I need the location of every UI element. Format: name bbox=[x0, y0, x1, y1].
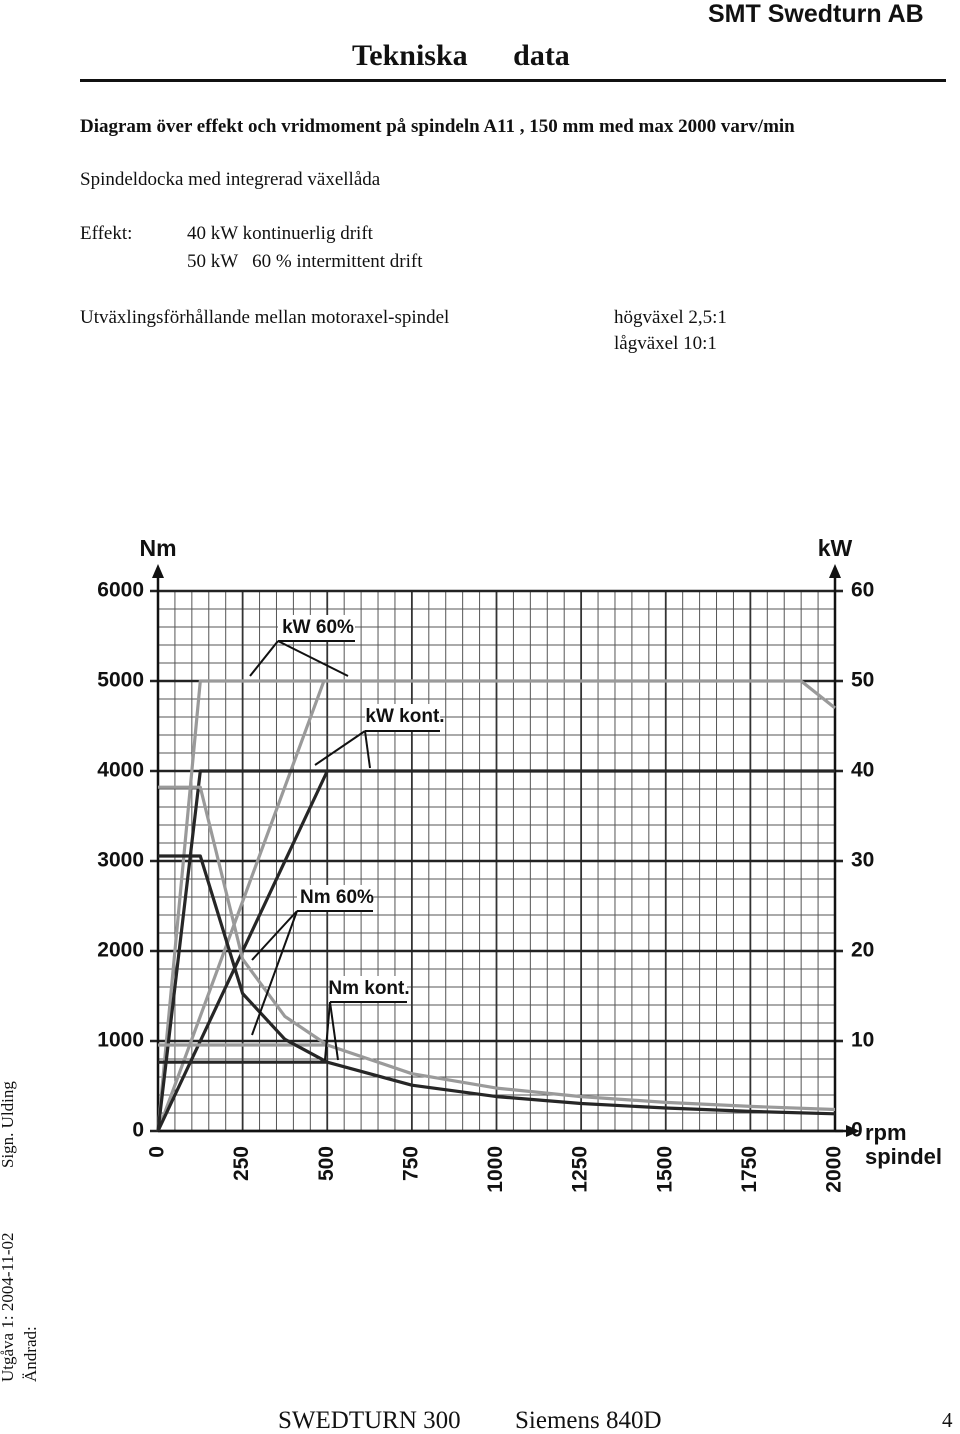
issue-date: Utgåva 1: 2004-11-02 bbox=[0, 1232, 17, 1382]
footer-model: SWEDTURN 300 bbox=[278, 1407, 461, 1434]
callout-leader bbox=[249, 640, 279, 677]
x-axis-label: rpm bbox=[865, 1120, 907, 1145]
callout-background bbox=[365, 704, 440, 730]
series-line bbox=[156, 679, 836, 1132]
ratio-line: lågväxel 10:1 bbox=[614, 333, 717, 354]
subtitle: Spindeldocka med integrerad växellåda bbox=[80, 169, 381, 190]
y2-tick-label: 60 bbox=[851, 579, 874, 602]
series-callout: kW 60% bbox=[249, 615, 355, 677]
y2-axis-arrow bbox=[829, 564, 841, 578]
header-rule bbox=[80, 79, 946, 82]
x-axis-label: spindel bbox=[865, 1144, 942, 1169]
callout-background bbox=[297, 885, 373, 911]
x-tick-label: 0 bbox=[146, 1146, 169, 1158]
signature: Sign. Ulding bbox=[0, 1081, 17, 1168]
effect-line: 40 kW kontinuerlig drift bbox=[187, 223, 373, 244]
callout-leader bbox=[277, 640, 349, 677]
y2-tick-label: 30 bbox=[851, 849, 874, 872]
ratio-label: Utväxlingsförhållande mellan motoraxel-s… bbox=[80, 307, 450, 328]
y-axis-label: Nm bbox=[139, 535, 176, 561]
callout-leader bbox=[251, 910, 298, 1036]
y-tick-label: 1000 bbox=[97, 1029, 144, 1052]
ratio-line: högväxel 2,5:1 bbox=[614, 307, 727, 328]
effect-label: Effekt: bbox=[80, 223, 133, 244]
page-number: 4 bbox=[942, 1408, 953, 1432]
callout-leader bbox=[251, 910, 298, 961]
y2-axis-label: kW bbox=[818, 535, 853, 561]
footer-control: Siemens 840D bbox=[515, 1407, 662, 1434]
series-callout: kW kont. bbox=[314, 704, 445, 769]
y-tick-label: 2000 bbox=[97, 939, 144, 962]
x-axis-arrow bbox=[846, 1125, 860, 1137]
y-axis-arrow bbox=[152, 564, 164, 578]
x-tick-label: 1000 bbox=[484, 1146, 507, 1193]
y-tick-label: 6000 bbox=[97, 579, 144, 602]
series-line bbox=[158, 854, 836, 1116]
heading: Diagram över effekt och vridmoment på sp… bbox=[80, 116, 795, 137]
y2-tick-label: 40 bbox=[851, 759, 874, 782]
y-tick-label: 4000 bbox=[97, 759, 144, 782]
callout-background bbox=[330, 976, 407, 1002]
series-callout: Nm kont. bbox=[324, 976, 410, 1061]
x-tick-label: 1500 bbox=[653, 1146, 676, 1193]
series-line bbox=[156, 769, 835, 1132]
legend-label: kW 60% bbox=[282, 617, 354, 638]
legend-label: Nm kont. bbox=[328, 978, 409, 999]
callout-leader bbox=[314, 730, 366, 766]
series-line bbox=[158, 785, 836, 1112]
x-tick-label: 250 bbox=[230, 1146, 253, 1181]
callout-leader bbox=[364, 730, 371, 769]
x-tick-label: 500 bbox=[315, 1146, 338, 1181]
y-tick-label: 3000 bbox=[97, 849, 144, 872]
x-tick-label: 1750 bbox=[738, 1146, 761, 1193]
callout-leader bbox=[324, 1001, 331, 1061]
callout-background bbox=[278, 615, 355, 641]
y-tick-label: 5000 bbox=[97, 669, 144, 692]
page-title: Tekniska data bbox=[352, 39, 570, 72]
callout-leader bbox=[329, 1001, 339, 1061]
series-callout: Nm 60% bbox=[251, 885, 374, 1036]
legend-label: Nm 60% bbox=[300, 887, 374, 908]
x-tick-label: 1250 bbox=[569, 1146, 592, 1193]
changed-label: Ändrad: bbox=[21, 1326, 40, 1382]
y2-tick-label: 50 bbox=[851, 669, 874, 692]
y2-tick-label: 20 bbox=[851, 939, 874, 962]
x-tick-label: 750 bbox=[399, 1146, 422, 1181]
y2-tick-label: 10 bbox=[851, 1029, 874, 1052]
y-tick-label: 0 bbox=[132, 1119, 144, 1142]
effect-line: 50 kW 60 % intermittent drift bbox=[187, 251, 423, 272]
legend-label: kW kont. bbox=[365, 706, 444, 727]
company: SMT Swedturn AB bbox=[708, 0, 924, 28]
x-tick-label: 2000 bbox=[823, 1146, 846, 1193]
